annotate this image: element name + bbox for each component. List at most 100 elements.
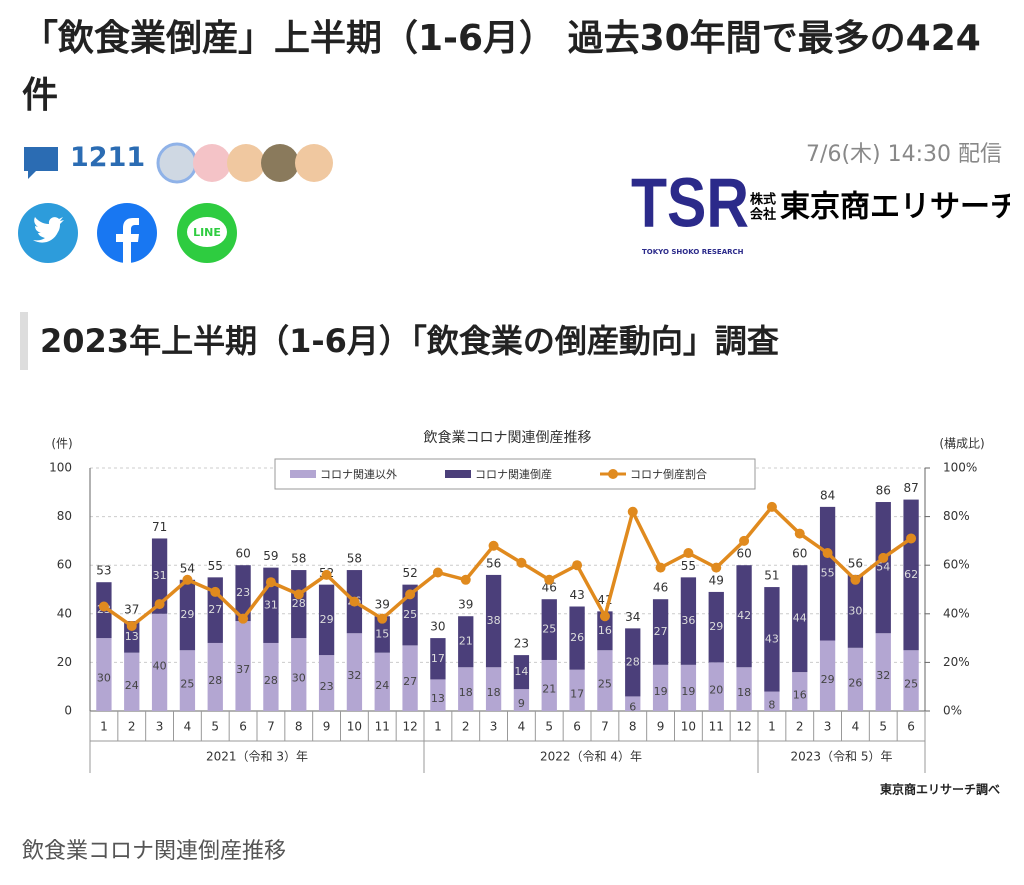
legend-swatch bbox=[608, 469, 618, 479]
bar-segment bbox=[597, 611, 613, 651]
legend-label: コロナ関連以外 bbox=[320, 467, 397, 481]
x-tick-label: 7 bbox=[267, 720, 275, 734]
x-tick-label: 1 bbox=[434, 720, 442, 734]
segment-label: 26 bbox=[848, 676, 862, 689]
ratio-point bbox=[516, 557, 527, 568]
x-tick-label: 12 bbox=[736, 720, 751, 734]
bar-segment bbox=[708, 662, 724, 711]
x-tick-label: 7 bbox=[601, 720, 609, 734]
total-label: 37 bbox=[124, 603, 139, 617]
ratio-point bbox=[572, 560, 583, 571]
segment-label: 37 bbox=[236, 663, 250, 676]
y-tick-label: 60 bbox=[57, 558, 72, 572]
total-label: 30 bbox=[430, 620, 445, 634]
avatars bbox=[156, 142, 333, 184]
segment-label: 30 bbox=[292, 672, 306, 685]
comment-count[interactable]: 1211 bbox=[70, 142, 146, 173]
y-axis-label: (件) bbox=[51, 437, 72, 451]
bar-segment bbox=[430, 679, 446, 711]
bar-segment bbox=[513, 655, 530, 690]
bar-segment bbox=[124, 652, 140, 711]
x-tick-label: 10 bbox=[347, 720, 362, 734]
bar-segment bbox=[875, 502, 891, 634]
segment-label: 25 bbox=[180, 678, 194, 691]
segment-label: 29 bbox=[180, 608, 194, 621]
ratio-point bbox=[544, 574, 555, 585]
segment-label: 31 bbox=[264, 598, 278, 611]
x-tick-label: 1 bbox=[768, 720, 776, 734]
y-tick-label: 40 bbox=[57, 606, 72, 620]
y2-tick-label: 40% bbox=[943, 606, 970, 620]
bar-segment bbox=[96, 638, 112, 711]
bar-segment bbox=[569, 669, 585, 711]
segment-label: 32 bbox=[876, 669, 890, 682]
x-tick-label: 3 bbox=[156, 720, 164, 734]
group-label: 2021（令和 3）年 bbox=[206, 750, 308, 764]
bar-segment bbox=[430, 638, 446, 680]
segment-label: 29 bbox=[320, 613, 334, 626]
segment-label: 25 bbox=[542, 623, 556, 636]
ratio-point bbox=[126, 620, 137, 631]
group-label: 2022（令和 4）年 bbox=[540, 750, 642, 764]
ratio-point bbox=[182, 574, 193, 585]
bar-segment bbox=[597, 650, 613, 711]
segment-label: 54 bbox=[876, 561, 890, 574]
total-label: 86 bbox=[876, 484, 891, 498]
segment-label: 18 bbox=[487, 686, 501, 699]
total-label: 53 bbox=[96, 564, 111, 578]
x-tick-label: 2 bbox=[796, 720, 804, 734]
total-label: 55 bbox=[208, 559, 223, 573]
segment-label: 19 bbox=[654, 685, 668, 698]
segment-label: 40 bbox=[153, 659, 167, 672]
bar-segment bbox=[847, 574, 864, 648]
segment-label: 36 bbox=[681, 614, 695, 627]
publish-date: 7/6(木) 14:30 配信 bbox=[806, 142, 1002, 167]
ratio-point bbox=[655, 562, 666, 573]
y2-tick-label: 80% bbox=[943, 509, 970, 523]
bar-segment bbox=[736, 667, 752, 711]
legend-swatch bbox=[290, 470, 316, 478]
x-tick-label: 4 bbox=[518, 720, 526, 734]
y2-axis-label: (構成比) bbox=[939, 437, 984, 451]
segment-label: 16 bbox=[598, 624, 612, 637]
total-label: 60 bbox=[792, 547, 807, 561]
bar-segment bbox=[346, 633, 363, 711]
chart-title: 飲食業コロナ関連倒産推移 bbox=[424, 430, 592, 446]
ratio-point bbox=[405, 589, 416, 600]
legend-box bbox=[274, 458, 756, 490]
segment-label: 18 bbox=[737, 686, 751, 699]
bar-segment bbox=[847, 647, 864, 711]
bar-segment bbox=[792, 672, 808, 711]
total-label: 56 bbox=[848, 556, 863, 570]
y2-tick-label: 20% bbox=[943, 655, 970, 669]
bar-segment bbox=[263, 642, 279, 711]
ratio-point bbox=[432, 567, 443, 578]
legend-swatch bbox=[445, 470, 471, 478]
source-note: 東京商エリサーチ調べ bbox=[880, 782, 1000, 797]
ratio-point bbox=[711, 562, 722, 573]
ratio-point bbox=[154, 599, 165, 610]
x-tick-label: 1 bbox=[100, 720, 108, 734]
segment-label: 21 bbox=[542, 682, 556, 695]
segment-label: 25 bbox=[598, 678, 612, 691]
ratio-point bbox=[293, 589, 304, 600]
y-tick-label: 0 bbox=[64, 704, 72, 718]
total-label: 58 bbox=[347, 552, 362, 566]
segment-label: 28 bbox=[292, 597, 306, 610]
total-label: 34 bbox=[625, 610, 640, 624]
x-tick-label: 2 bbox=[128, 720, 136, 734]
bar-segment bbox=[485, 574, 502, 668]
segment-label: 28 bbox=[208, 674, 222, 687]
x-tick-label: 9 bbox=[323, 720, 331, 734]
bar-segment bbox=[151, 538, 168, 614]
comment-icon[interactable] bbox=[22, 145, 62, 181]
segment-label: 23 bbox=[236, 586, 250, 599]
x-tick-label: 8 bbox=[629, 720, 637, 734]
chart: 飲食業コロナ関連倒産推移 (件) (構成比) 0 20 40 60 80 100 0% 20% 40%… bbox=[49, 430, 1000, 797]
tsr-logo: TSR TOKYO SHOKO RESEARCH 株式 会社 東京商エリサーチ bbox=[631, 168, 1010, 256]
segment-label: 29 bbox=[821, 673, 835, 686]
x-tick-label: 6 bbox=[907, 720, 915, 734]
legend-label: コロナ倒産割合 bbox=[630, 467, 707, 481]
ratio-point bbox=[599, 611, 610, 622]
bar-segment bbox=[151, 613, 168, 711]
